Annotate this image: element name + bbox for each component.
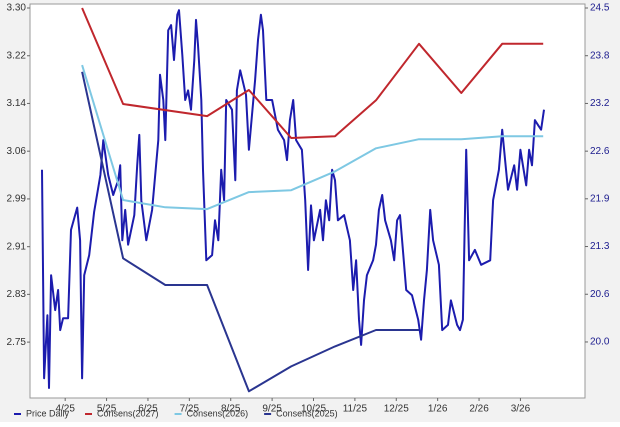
y-tick-label: 3.14 (7, 98, 27, 109)
y2-tick-label: 22.6 (590, 146, 610, 157)
legend-label: Price Daily (26, 408, 70, 418)
x-tick-label: 11/25 (343, 404, 368, 415)
plot-area (29, 3, 586, 399)
x-tick-label: 10/25 (301, 404, 326, 415)
x-tick-label: 8/25 (221, 404, 241, 415)
y-tick-label: 2.83 (7, 289, 27, 300)
y2-tick-label: 20.6 (590, 289, 610, 300)
y-tick-label: 2.91 (7, 241, 27, 252)
series-line (81, 71, 419, 393)
x-tick-label: 7/25 (180, 404, 200, 415)
x-tick-label: 2/26 (469, 404, 489, 415)
series-line (41, 9, 545, 389)
series-line (81, 64, 544, 211)
x-tick-label: 5/25 (97, 404, 117, 415)
x-tick-label: 12/25 (384, 404, 409, 415)
series-line (81, 7, 544, 139)
y-tick-label: 3.22 (7, 50, 27, 61)
y-tick-label: 2.75 (7, 337, 27, 348)
x-tick-label: 6/25 (138, 404, 158, 415)
y2-tick-label: 23.2 (590, 98, 610, 109)
legend-label: Consens(2027) (97, 408, 159, 418)
y2-tick-label: 21.9 (590, 193, 610, 204)
y2-tick-label: 20.0 (590, 337, 610, 348)
y2-tick-label: 23.8 (590, 50, 610, 61)
legend-label: Consens(2025) (276, 408, 338, 418)
y2-tick-label: 21.3 (590, 241, 610, 252)
x-tick-label: 1/26 (428, 404, 448, 415)
y2-tick-label: 24.5 (590, 3, 610, 14)
x-tick-label: 9/25 (262, 404, 282, 415)
y-tick-label: 2.99 (7, 194, 27, 205)
y-tick-label: 3.30 (7, 3, 27, 14)
legend-label: Consens(2026) (187, 408, 249, 418)
x-tick-label: 3/26 (511, 404, 531, 415)
x-tick-label: 4/25 (55, 404, 75, 415)
y-tick-label: 3.06 (7, 146, 27, 157)
